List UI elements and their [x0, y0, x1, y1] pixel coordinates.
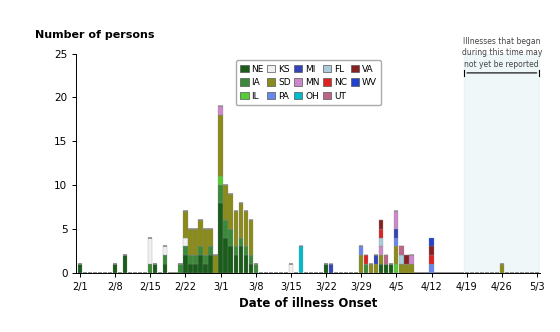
Bar [193, 264, 198, 273]
Bar [163, 246, 167, 255]
Bar [399, 246, 404, 255]
Bar [244, 211, 248, 246]
Bar [183, 211, 188, 238]
Bar [249, 255, 253, 264]
Bar [289, 264, 293, 273]
Bar [394, 211, 399, 229]
Bar [430, 246, 433, 255]
Bar [198, 220, 203, 246]
Bar [379, 238, 384, 246]
Bar [203, 264, 208, 273]
Bar [163, 255, 167, 264]
Bar [188, 255, 193, 264]
Bar [500, 264, 504, 273]
Bar [239, 203, 243, 238]
Bar [78, 264, 82, 273]
Bar [430, 264, 433, 273]
Bar [153, 264, 157, 273]
Bar [123, 255, 127, 273]
Bar [113, 264, 117, 273]
Bar [228, 229, 233, 246]
Bar [213, 255, 218, 273]
Bar [198, 246, 203, 255]
Bar [218, 115, 223, 176]
Bar [163, 264, 167, 273]
Bar [394, 238, 399, 246]
Bar [359, 255, 363, 273]
Bar [218, 176, 223, 185]
Bar [228, 194, 233, 229]
Bar [394, 264, 399, 273]
Bar [249, 264, 253, 273]
Text: Illnesses that began
during this time may
not yet be reported: Illnesses that began during this time ma… [461, 37, 542, 68]
Bar [394, 246, 399, 264]
Bar [244, 255, 248, 273]
Bar [193, 255, 198, 264]
Bar [384, 255, 389, 264]
Bar [223, 238, 228, 273]
Bar [249, 220, 253, 255]
Bar [254, 264, 258, 273]
Bar [399, 255, 404, 264]
Bar [364, 255, 368, 264]
Bar [203, 255, 208, 264]
Bar [234, 255, 238, 273]
Bar [148, 264, 152, 273]
Bar [193, 229, 198, 255]
Bar [379, 264, 384, 273]
Bar [188, 229, 193, 255]
Bar [409, 255, 413, 264]
X-axis label: Date of illness Onset: Date of illness Onset [239, 297, 377, 310]
Bar [203, 229, 208, 255]
Bar [384, 264, 389, 273]
Bar [404, 255, 409, 264]
Bar [218, 106, 223, 115]
Bar [218, 203, 223, 273]
Bar [244, 246, 248, 255]
Bar [208, 229, 213, 246]
Bar [379, 246, 384, 255]
Bar [299, 246, 303, 273]
Bar [374, 264, 379, 273]
Bar [379, 229, 384, 238]
Bar [409, 264, 413, 273]
Bar [464, 54, 539, 273]
Bar [389, 264, 394, 273]
Bar [359, 246, 363, 255]
Bar [218, 185, 223, 203]
Bar [239, 246, 243, 273]
Bar [394, 229, 399, 238]
Bar [239, 238, 243, 246]
Bar [188, 264, 193, 273]
Bar [198, 255, 203, 273]
Bar [369, 264, 374, 273]
Bar [379, 220, 384, 229]
Bar [234, 246, 238, 255]
Bar [324, 264, 328, 273]
Bar [208, 246, 213, 255]
Bar [404, 264, 409, 273]
Bar [364, 264, 368, 273]
Bar [208, 255, 213, 273]
Bar [399, 264, 404, 273]
Bar [228, 246, 233, 273]
Text: Number of persons: Number of persons [35, 31, 154, 41]
Bar [223, 185, 228, 220]
Bar [183, 238, 188, 246]
Bar [234, 211, 238, 246]
Bar [183, 255, 188, 273]
Bar [183, 246, 188, 255]
Bar [329, 264, 333, 273]
Bar [374, 255, 379, 264]
Bar [430, 238, 433, 246]
Legend: NE, IA, IL, KS, SD, PA, MI, MN, OH, FL, NC, UT, VA, WV: NE, IA, IL, KS, SD, PA, MI, MN, OH, FL, … [236, 60, 381, 105]
Bar [178, 264, 183, 273]
Bar [148, 238, 152, 264]
Bar [379, 255, 384, 264]
Bar [223, 220, 228, 238]
Bar [430, 255, 433, 264]
